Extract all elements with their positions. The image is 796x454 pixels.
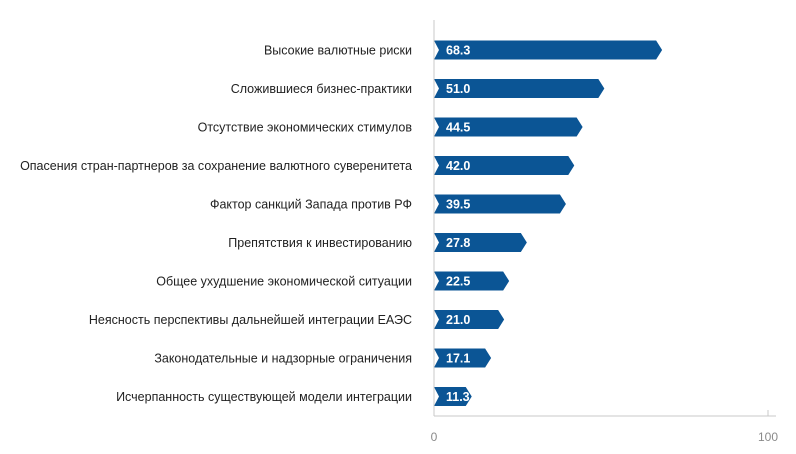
x-tick-label: 0	[431, 430, 438, 444]
x-tick-label: 100	[758, 430, 778, 444]
category-label: Отсутствие экономических стимулов	[198, 121, 413, 135]
bar	[434, 310, 505, 329]
value-label: 17.1	[446, 352, 470, 366]
category-label: Препятствия к инвестированию	[228, 236, 412, 250]
bar	[434, 233, 527, 252]
bar	[434, 79, 605, 98]
value-label: 27.8	[446, 236, 470, 250]
bar	[434, 194, 566, 214]
value-label: 44.5	[446, 121, 470, 135]
category-label: Неясность перспективы дальнейшей интегра…	[89, 313, 412, 327]
value-label: 51.0	[446, 82, 470, 96]
bars: 68.3 51.0 44.5 42.0 39.5 27.8 22.5 21.0 17.1 11.3	[434, 40, 663, 406]
value-label: 21.0	[446, 313, 470, 327]
value-label: 39.5	[446, 198, 470, 212]
bar	[434, 348, 492, 368]
value-label: 42.0	[446, 159, 470, 173]
bar	[434, 117, 583, 137]
bar	[434, 156, 575, 175]
value-label: 22.5	[446, 275, 470, 289]
category-label: Исчерпанность существующей модели интегр…	[116, 390, 412, 404]
bar	[434, 40, 663, 60]
value-label: 68.3	[446, 44, 470, 58]
category-label: Фактор санкций Запада против РФ	[210, 198, 412, 212]
category-label: Высокие валютные риски	[264, 44, 412, 58]
bar	[434, 271, 510, 291]
bar	[434, 387, 472, 406]
category-label: Сложившиеся бизнес-практики	[231, 82, 412, 96]
value-label: 11.3	[446, 390, 470, 404]
x-axis: 0 100	[431, 20, 778, 444]
category-label: Опасения стран-партнеров за сохранение в…	[20, 159, 412, 173]
category-label: Общее ухудшение экономической ситуации	[156, 275, 412, 289]
category-labels: Высокие валютные риски Сложившиеся бизнес…	[20, 44, 412, 405]
category-label: Законодательные и надзорные ограничения	[154, 352, 412, 366]
